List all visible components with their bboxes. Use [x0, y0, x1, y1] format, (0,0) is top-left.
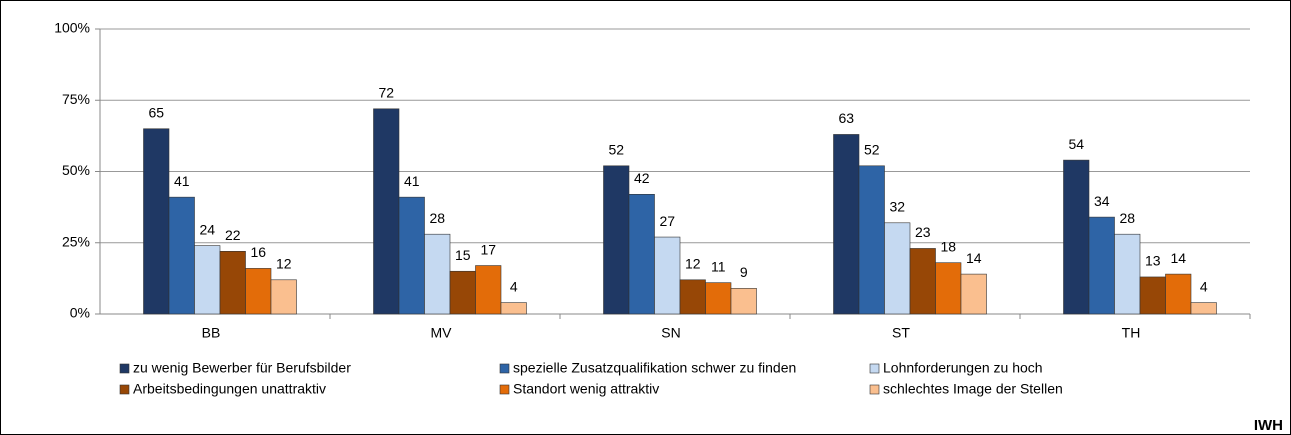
- legend-label: Arbeitsbedingungen unattraktiv: [133, 381, 326, 397]
- y-tick-label: 50%: [62, 162, 90, 178]
- bar: [705, 282, 732, 315]
- legend-swatch: [499, 384, 510, 395]
- value-label: 63: [838, 110, 854, 126]
- x-tick-label: SN: [661, 325, 680, 341]
- bar: [679, 279, 706, 315]
- bar: [449, 270, 476, 315]
- value-label: 65: [148, 104, 164, 120]
- value-label: 11: [711, 258, 726, 274]
- bar: [833, 134, 860, 315]
- bar: [398, 196, 425, 315]
- bar: [373, 108, 400, 315]
- bar: [194, 245, 221, 315]
- legend-label: schlechtes Image der Stellen: [883, 381, 1063, 397]
- value-label: 72: [378, 85, 394, 101]
- value-label: 41: [404, 173, 420, 189]
- bar: [1114, 233, 1141, 315]
- bar: [730, 288, 757, 315]
- bar: [1139, 276, 1166, 315]
- x-tick-label: ST: [892, 325, 910, 341]
- value-label: 41: [174, 173, 190, 189]
- bar: [935, 262, 962, 315]
- value-label: 14: [1170, 250, 1186, 266]
- value-label: 13: [1145, 253, 1161, 269]
- value-label: 4: [1200, 278, 1208, 294]
- value-label: 17: [480, 241, 496, 257]
- legend-label: spezielle Zusatzqualifikation schwer zu …: [513, 360, 796, 376]
- bar: [654, 236, 681, 315]
- value-label: 22: [225, 227, 241, 243]
- value-label: 32: [889, 199, 905, 215]
- bar: [500, 302, 527, 315]
- y-tick-label: 75%: [62, 91, 90, 107]
- value-label: 34: [1094, 193, 1110, 209]
- x-tick-label: BB: [202, 325, 221, 341]
- bar: [270, 279, 297, 315]
- bar: [475, 265, 502, 315]
- value-label: 52: [608, 142, 624, 158]
- value-label: 42: [634, 170, 650, 186]
- bar: [1165, 273, 1192, 315]
- legend-label: zu wenig Bewerber für Berufsbilder: [133, 360, 351, 376]
- bar: [1190, 302, 1217, 315]
- source-label: IWH: [1254, 417, 1283, 434]
- bar: [884, 222, 911, 315]
- bar: [909, 248, 936, 315]
- y-tick-label: 0%: [70, 305, 90, 321]
- bar: [424, 233, 451, 315]
- value-label: 15: [455, 247, 471, 263]
- value-label: 18: [940, 238, 956, 254]
- legend-swatch: [869, 363, 880, 374]
- value-label: 4: [510, 278, 518, 294]
- value-label: 54: [1068, 136, 1084, 152]
- legend-label: Standort wenig attraktiv: [513, 381, 659, 397]
- value-label: 12: [685, 256, 701, 272]
- bar: [628, 194, 655, 315]
- x-tick-label: TH: [1122, 325, 1141, 341]
- bar: [1063, 159, 1090, 315]
- bar: [858, 165, 885, 315]
- legend-swatch: [119, 363, 130, 374]
- y-tick-label: 25%: [62, 233, 90, 249]
- legend-swatch: [119, 384, 130, 395]
- bar: [603, 165, 630, 315]
- bar: [960, 273, 987, 315]
- value-label: 28: [429, 210, 445, 226]
- value-label: 24: [199, 221, 215, 237]
- bar: [1088, 216, 1115, 315]
- bar: [245, 268, 272, 315]
- x-tick-label: MV: [431, 325, 453, 341]
- value-label: 23: [915, 224, 931, 240]
- value-label: 9: [740, 264, 748, 280]
- value-label: 12: [276, 256, 292, 272]
- bar: [168, 196, 195, 315]
- legend-swatch: [499, 363, 510, 374]
- value-label: 52: [864, 142, 880, 158]
- bar: [219, 251, 246, 315]
- y-tick-label: 100%: [54, 20, 90, 36]
- bar: [143, 128, 170, 315]
- legend-swatch: [869, 384, 880, 395]
- value-label: 16: [250, 244, 266, 260]
- value-label: 14: [966, 250, 982, 266]
- legend-label: Lohnforderungen zu hoch: [883, 360, 1043, 376]
- value-label: 28: [1119, 210, 1135, 226]
- value-label: 27: [659, 213, 675, 229]
